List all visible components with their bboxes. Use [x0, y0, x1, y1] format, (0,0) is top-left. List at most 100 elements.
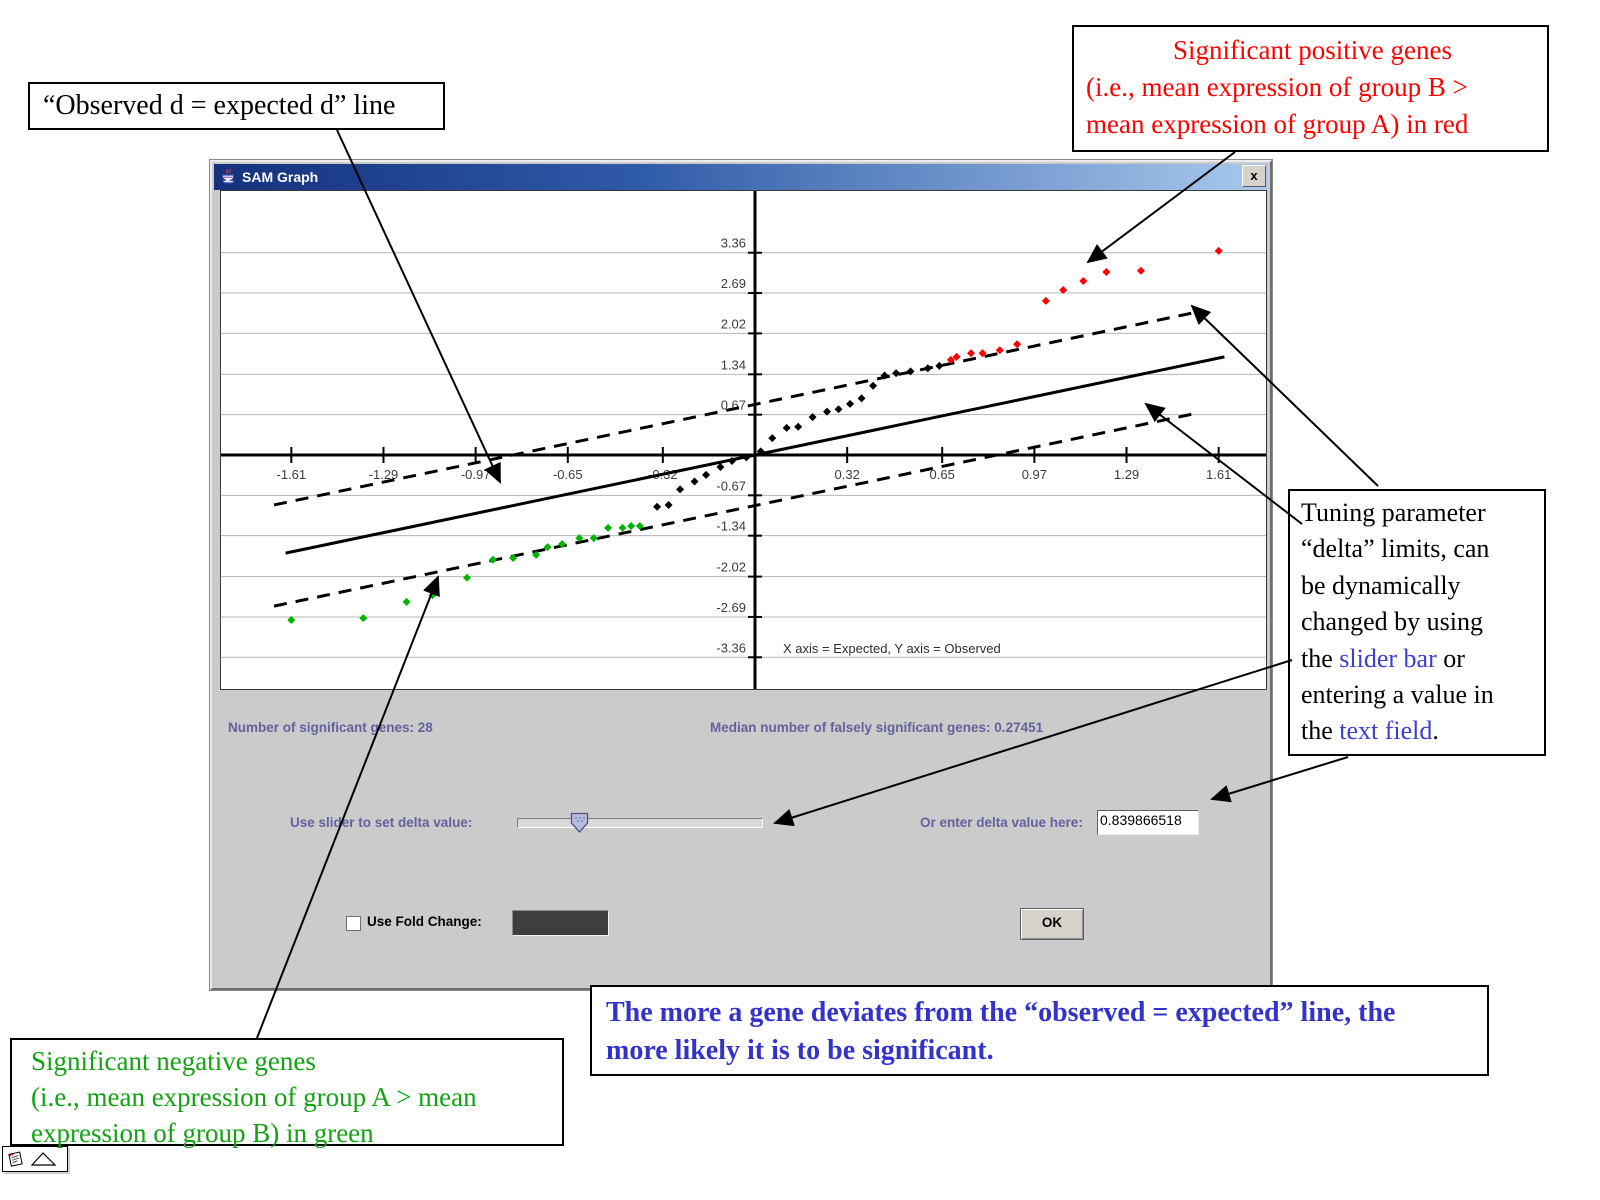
data-point: [532, 550, 541, 559]
data-point: [967, 349, 975, 358]
data-point: [676, 485, 685, 494]
callout-tuning-line4: changed by using: [1301, 607, 1483, 637]
data-point: [635, 522, 644, 531]
data-point: [869, 381, 878, 390]
y-tick-label: 3.36: [721, 236, 746, 251]
data-point: [995, 346, 1004, 355]
x-tick-label: 1.61: [1206, 467, 1231, 482]
data-point: [935, 361, 944, 370]
data-point: [906, 367, 915, 376]
data-point: [1214, 246, 1223, 255]
callout-tuning-line2: “delta” limits, can: [1301, 534, 1490, 564]
callout-tuning-line6: entering a value in: [1301, 680, 1494, 710]
data-point: [589, 534, 598, 543]
data-point: [946, 355, 955, 364]
close-button[interactable]: x: [1242, 165, 1266, 187]
x-tick-label: -0.65: [553, 467, 583, 482]
plot-panel: -1.61-1.29-0.97-0.65-0.320.320.650.971.2…: [220, 190, 1267, 690]
window-title: SAM Graph: [242, 169, 319, 185]
data-point: [716, 463, 725, 472]
data-point: [952, 352, 961, 361]
triangle-icon[interactable]: [31, 1151, 57, 1167]
y-tick-label: -2.02: [716, 560, 746, 575]
y-tick-label: -1.34: [716, 519, 746, 534]
y-tick-label: -2.69: [716, 600, 746, 615]
data-point: [627, 522, 636, 531]
data-point: [756, 447, 765, 456]
data-point: [808, 413, 817, 422]
use-fold-change-label: Use Fold Change:: [367, 914, 482, 929]
callout-deviation-note: The more a gene deviates from the “obser…: [590, 985, 1489, 1076]
callout-tuning-line7: the text field.: [1301, 716, 1439, 746]
callout-tuning-line1: Tuning parameter: [1301, 498, 1486, 527]
data-point: [768, 434, 777, 443]
callout-deviation-line2: more likely it is to be significant.: [606, 1035, 994, 1066]
data-point: [543, 543, 552, 552]
x-tick-label: 0.65: [930, 467, 955, 482]
ok-button[interactable]: OK: [1020, 908, 1084, 940]
callout-observed-line-text: “Observed d = expected d” line: [43, 90, 396, 121]
data-point: [727, 457, 736, 466]
data-point: [604, 523, 613, 532]
data-point: [1102, 267, 1111, 276]
data-point: [892, 369, 901, 378]
data-point: [1041, 296, 1050, 305]
delta-field-label: Or enter delta value here:: [920, 815, 1083, 830]
sam-plot: -1.61-1.29-0.97-0.65-0.320.320.650.971.2…: [221, 191, 1266, 689]
y-tick-label: 1.34: [721, 357, 746, 372]
data-point: [846, 399, 855, 408]
data-point: [1059, 286, 1068, 295]
callout-negative-line3: expression of group B) in green: [31, 1118, 374, 1148]
callout-tuning-line3: be dynamically: [1301, 570, 1461, 600]
data-point: [880, 371, 889, 380]
use-fold-change-checkbox[interactable]: [346, 916, 361, 931]
callout-tuning-delta: Tuning parameter “delta” limits, can be …: [1288, 489, 1546, 756]
callout-negative-line1: Significant negative genes: [31, 1046, 316, 1076]
x-tick-label: 1.29: [1114, 467, 1139, 482]
data-point: [857, 394, 866, 403]
data-point: [618, 523, 627, 532]
data-point: [664, 500, 673, 509]
data-point: [575, 534, 584, 543]
delta-slider-thumb[interactable]: [570, 812, 589, 834]
callout-positive-line3: mean expression of group A) in red: [1086, 109, 1469, 139]
data-point: [794, 422, 803, 431]
data-point: [359, 614, 368, 623]
title-bar[interactable]: SAM Graph: [214, 164, 1268, 190]
data-point: [823, 407, 831, 416]
close-icon: x: [1250, 168, 1258, 183]
data-point: [558, 540, 567, 549]
y-tick-label: -0.67: [716, 478, 746, 493]
fold-change-field[interactable]: [512, 910, 609, 936]
callout-negative-genes: Significant negative genes (i.e., mean e…: [10, 1038, 564, 1148]
callout-positive-line1: Significant positive genes: [1173, 35, 1452, 65]
y-tick-label: 2.02: [721, 316, 746, 331]
callout-positive-genes: Significant positive genes (i.e., mean e…: [1072, 25, 1549, 152]
delta-slider-track[interactable]: [517, 818, 763, 828]
y-tick-label: 2.69: [721, 276, 746, 291]
callout-positive-line2: (i.e., mean expression of group B >: [1086, 72, 1468, 102]
delta-value-field[interactable]: 0.839866518: [1097, 810, 1199, 835]
x-tick-label: -1.61: [276, 467, 306, 482]
data-point: [1079, 277, 1088, 286]
data-point: [1136, 266, 1145, 275]
callout-observed-line: “Observed d = expected d” line: [28, 82, 445, 130]
data-point: [488, 555, 497, 564]
callout-tuning-line5: the slider bar or: [1301, 643, 1465, 673]
callout-deviation-line1: The more a gene deviates from the “obser…: [606, 997, 1396, 1028]
data-point: [509, 553, 518, 562]
upper-delta-limit-line: [273, 310, 1196, 507]
x-tick-label: 0.32: [835, 467, 860, 482]
slider-bar-link: slider bar: [1339, 643, 1437, 673]
data-point: [1013, 340, 1022, 349]
data-point: [690, 477, 699, 486]
axis-note: X axis = Expected, Y axis = Observed: [783, 641, 1001, 656]
observed-equals-expected-line: [285, 355, 1225, 555]
data-point: [978, 349, 987, 358]
data-point: [463, 573, 471, 582]
mini-toolbar: [2, 1146, 68, 1172]
sam-graph-window: SAM Graph x -1.61-1.29-0.97-0.65-0.320.3…: [210, 160, 1272, 990]
note-icon[interactable]: [7, 1150, 25, 1168]
data-point: [834, 405, 843, 414]
